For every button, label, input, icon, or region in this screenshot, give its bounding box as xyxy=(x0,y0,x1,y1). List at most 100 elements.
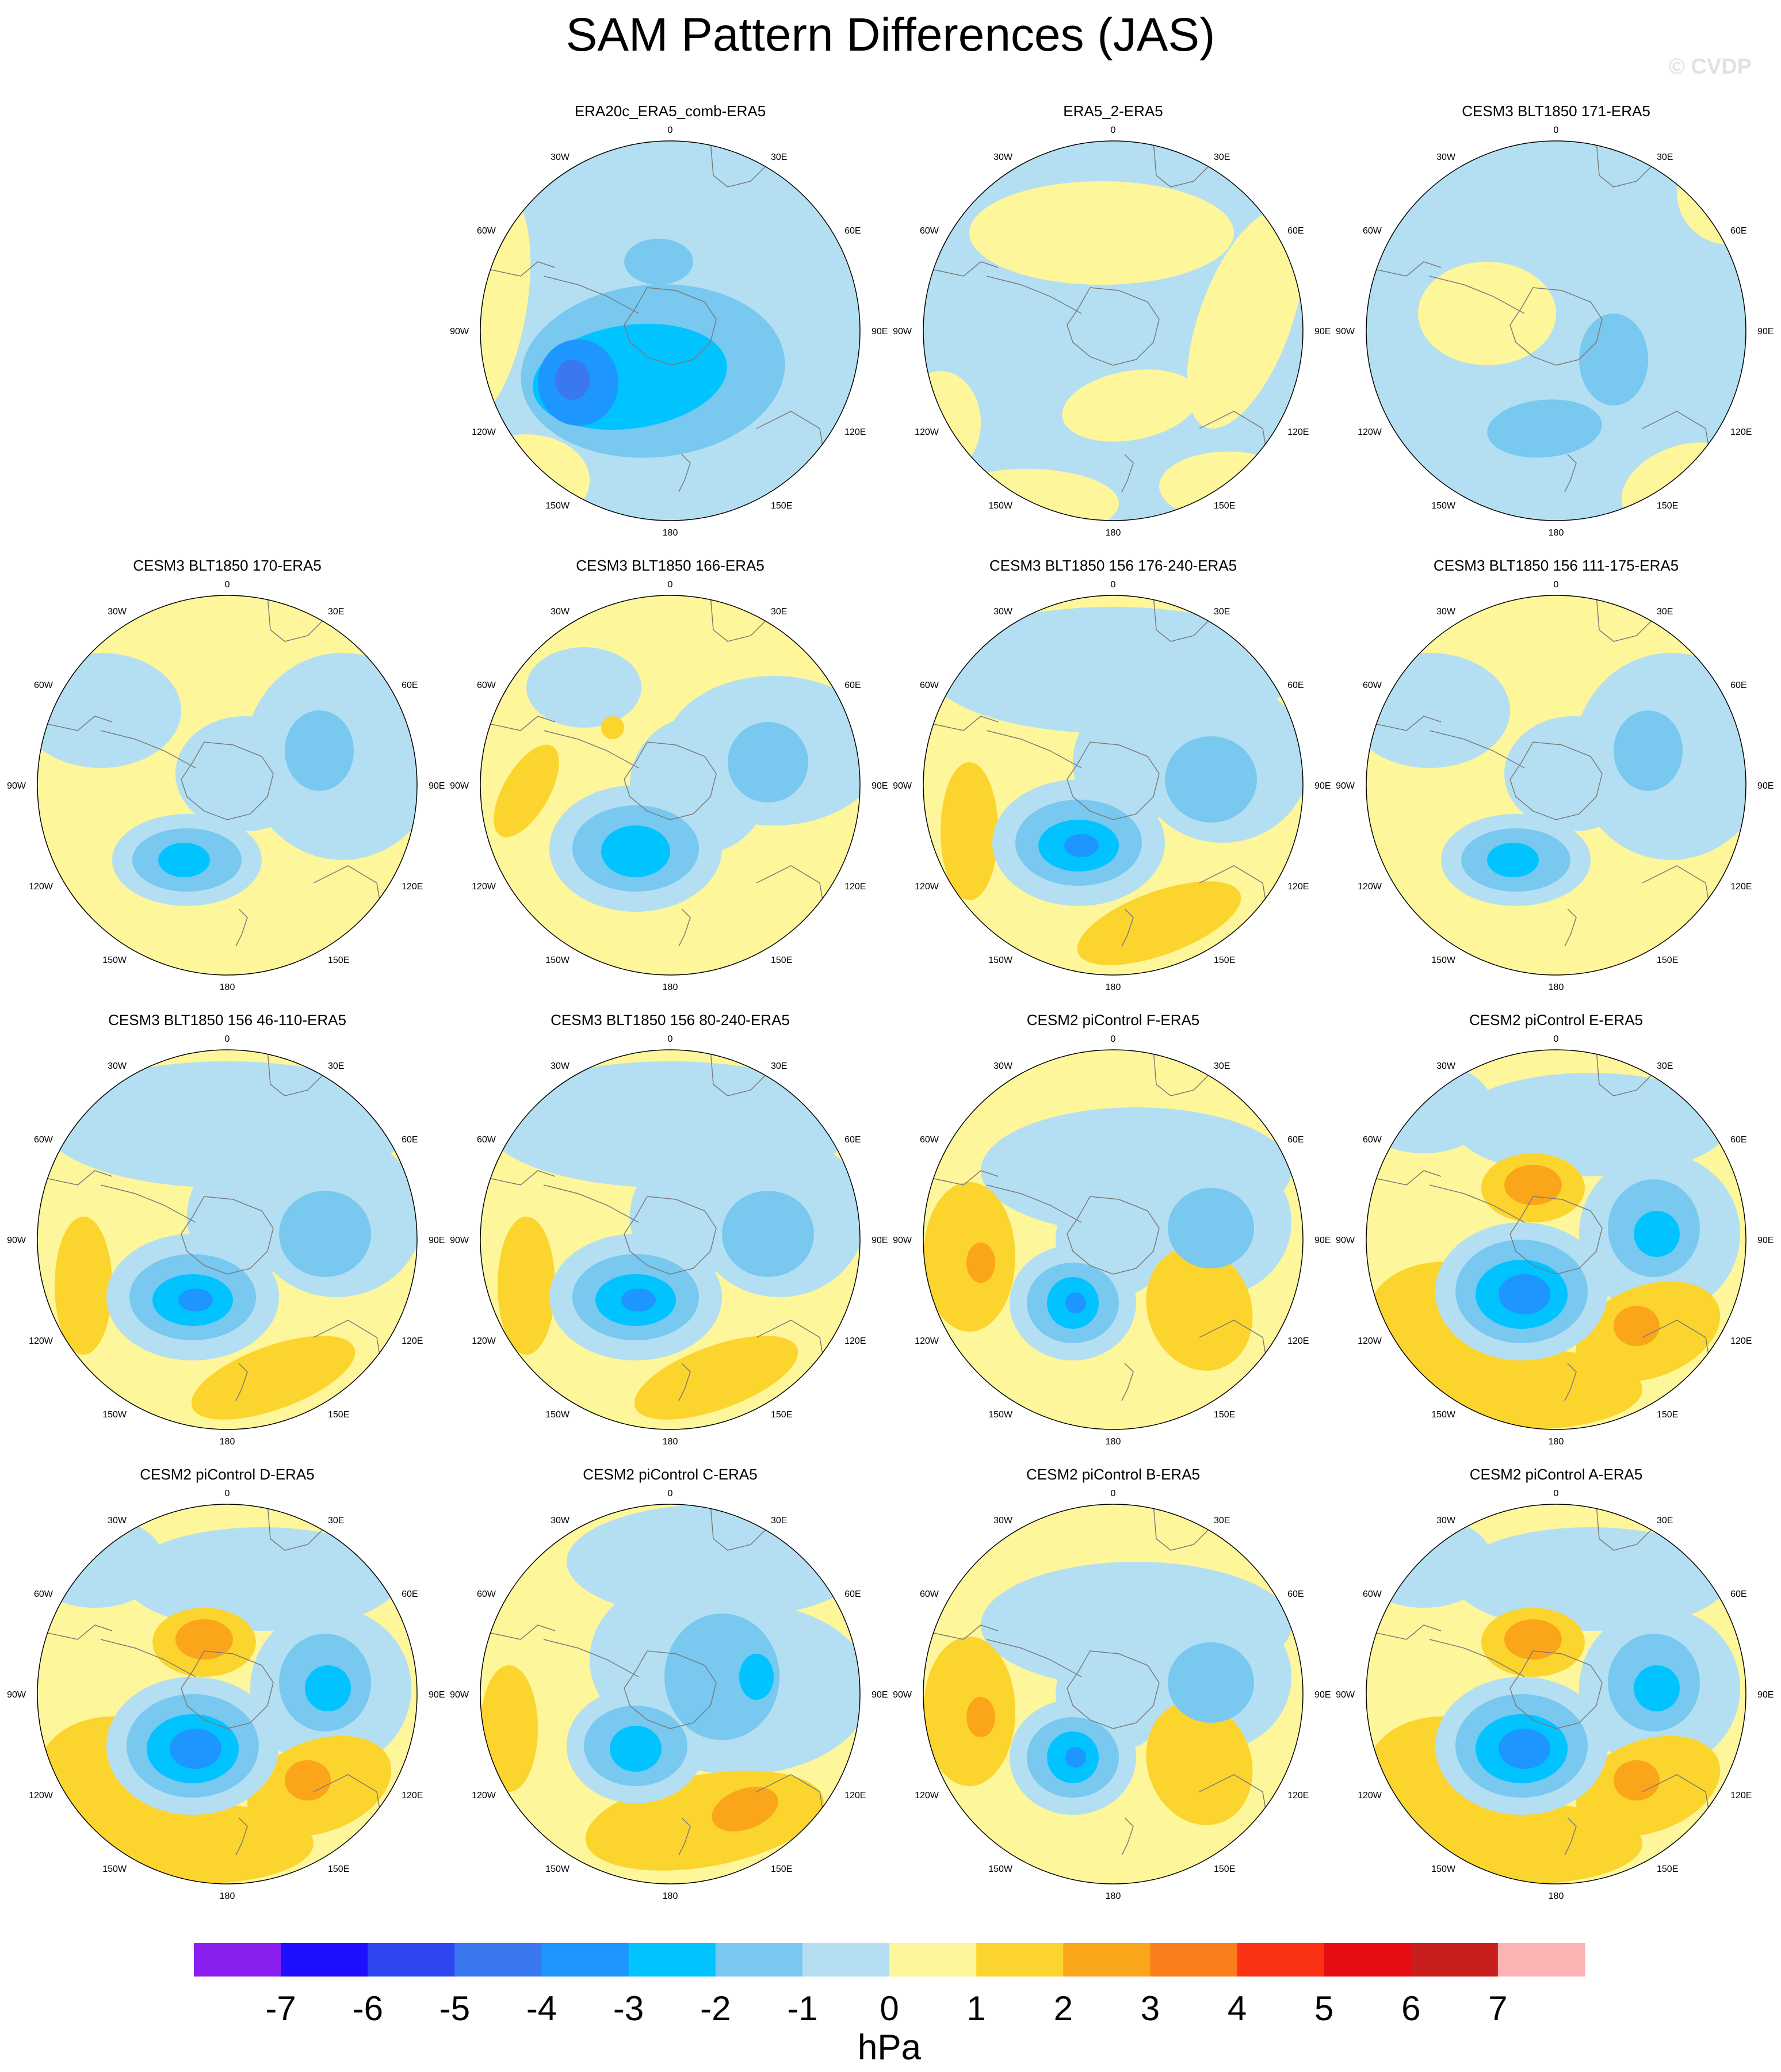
longitude-label: 60E xyxy=(844,1135,861,1145)
map-panel: ERA5_2-ERA5 0 30E 60E 90E 120E 150E 180 150W 120W… xyxy=(893,102,1331,538)
longitude-label: 180 xyxy=(220,1891,235,1901)
longitude-label: 90E xyxy=(1314,1690,1331,1700)
longitude-label: 90W xyxy=(450,1236,469,1245)
longitude-label: 90W xyxy=(1336,327,1355,337)
longitude-label: 120W xyxy=(29,882,53,892)
map-panel: CESM2 piControl B-ERA5 0 30E 60E 90E 120E 150E… xyxy=(893,1466,1331,1901)
longitude-label: 150W xyxy=(1431,1410,1456,1420)
colorbar-label: 0 xyxy=(880,1989,899,2028)
colorbar-label: 3 xyxy=(1141,1989,1160,2028)
longitude-label: 0 xyxy=(225,1034,230,1044)
longitude-label: 60W xyxy=(34,681,53,690)
longitude-label: 120W xyxy=(472,882,496,892)
longitude-label: 30W xyxy=(551,1061,570,1071)
longitude-label: 60W xyxy=(920,226,939,236)
antarctica-coastline xyxy=(624,1196,717,1275)
map-border xyxy=(923,1049,1304,1430)
antarctica-coastline xyxy=(1067,741,1160,820)
longitude-label: 30E xyxy=(328,607,344,617)
longitude-label: 180 xyxy=(220,1437,235,1447)
longitude-label: 180 xyxy=(1106,1891,1121,1901)
longitude-label: 90E xyxy=(429,781,445,791)
map-panel: CESM2 piControl F-ERA5 0 30E 60E 90E 120E 150E… xyxy=(893,1011,1331,1447)
colorbar-label: -2 xyxy=(700,1989,731,2028)
longitude-label: 180 xyxy=(1106,528,1121,538)
panel-title: CESM2 piControl B-ERA5 xyxy=(1026,1466,1200,1483)
longitude-label: 90E xyxy=(429,1690,445,1700)
longitude-label: 150E xyxy=(1657,1864,1678,1874)
map-field xyxy=(923,595,1303,975)
longitude-label: 180 xyxy=(1549,528,1564,538)
longitude-label: 150W xyxy=(988,1410,1013,1420)
map-field xyxy=(37,1050,417,1429)
map-border xyxy=(480,1504,861,1884)
longitude-label: 60E xyxy=(844,681,861,690)
map-field xyxy=(1366,595,1746,975)
longitude-label: 120W xyxy=(1358,427,1382,437)
longitude-label: 0 xyxy=(668,580,673,590)
longitude-label: 0 xyxy=(1111,1489,1116,1498)
longitude-label: 150W xyxy=(102,1864,127,1874)
antarctica-coastline xyxy=(624,1650,717,1729)
map-field xyxy=(1366,1050,1746,1429)
longitude-label: 60E xyxy=(1730,1135,1746,1145)
colorbar-label: -7 xyxy=(265,1989,296,2028)
longitude-label: 90W xyxy=(1336,1690,1355,1700)
map-border xyxy=(480,140,861,521)
panel-title: CESM2 piControl F-ERA5 xyxy=(1027,1011,1200,1029)
longitude-label: 30E xyxy=(1214,607,1230,617)
longitude-label: 0 xyxy=(1111,1034,1116,1044)
longitude-label: 30W xyxy=(993,152,1013,162)
longitude-label: 180 xyxy=(1106,1437,1121,1447)
panel-title: CESM3 BLT1850 166-ERA5 xyxy=(576,557,765,574)
panel-title: CESM2 piControl E-ERA5 xyxy=(1469,1011,1643,1029)
longitude-label: 90E xyxy=(1757,327,1774,337)
map-panel: ERA20c_ERA5_comb-ERA5 0 30E 60E 90E 120E 150E 1… xyxy=(450,102,888,538)
longitude-label: 120E xyxy=(402,882,423,892)
longitude-label: 30W xyxy=(108,1516,127,1526)
longitude-label: 30W xyxy=(993,1516,1013,1526)
longitude-label: 150W xyxy=(102,955,127,965)
longitude-label: 90W xyxy=(7,1236,26,1245)
longitude-label: 180 xyxy=(663,983,678,992)
map-border xyxy=(1366,1049,1746,1430)
colorbar-label: 4 xyxy=(1228,1989,1247,2028)
longitude-label: 60W xyxy=(1363,226,1382,236)
longitude-label: 90W xyxy=(893,1236,912,1245)
longitude-label: 120E xyxy=(1287,1791,1309,1800)
longitude-label: 90E xyxy=(872,327,888,337)
antarctica-coastline xyxy=(1067,287,1160,366)
longitude-label: 150E xyxy=(771,1864,792,1874)
map-panel: CESM3 BLT1850 156 111-175-ERA5 0 30E 60E 90E… xyxy=(1336,557,1774,992)
map-border xyxy=(37,595,418,976)
longitude-label: 60W xyxy=(1363,1135,1382,1145)
map-border xyxy=(1366,1504,1746,1884)
longitude-label: 120W xyxy=(472,1336,496,1346)
longitude-label: 150E xyxy=(1657,1410,1678,1420)
antarctica-coastline xyxy=(181,741,274,820)
longitude-label: 120E xyxy=(1730,882,1752,892)
longitude-label: 60W xyxy=(477,1589,496,1599)
colorbar-label: 1 xyxy=(966,1989,985,2028)
longitude-label: 150E xyxy=(1657,955,1678,965)
longitude-label: 120E xyxy=(844,882,866,892)
map-panel: CESM3 BLT1850 156 80-240-ERA5 0 30E 60E 90E 1… xyxy=(450,1011,888,1447)
map-field xyxy=(480,1504,860,1884)
map-panel: CESM3 BLT1850 171-ERA5 0 30E 60E 90E 120E 150E… xyxy=(1336,102,1774,538)
longitude-label: 0 xyxy=(225,1489,230,1498)
longitude-label: 0 xyxy=(225,580,230,590)
longitude-label: 60W xyxy=(1363,1589,1382,1599)
longitude-label: 90E xyxy=(872,1236,888,1245)
longitude-label: 120E xyxy=(1287,882,1309,892)
longitude-label: 90W xyxy=(1336,781,1355,791)
longitude-label: 30E xyxy=(1657,152,1673,162)
longitude-label: 30W xyxy=(551,607,570,617)
colorbar-swatch xyxy=(715,1943,803,1977)
longitude-label: 60E xyxy=(844,226,861,236)
antarctica-coastline xyxy=(1509,1650,1603,1729)
longitude-label: 180 xyxy=(220,983,235,992)
colorbar-swatch xyxy=(1063,1943,1151,1977)
longitude-label: 120W xyxy=(915,427,939,437)
longitude-label: 150W xyxy=(988,1864,1013,1874)
longitude-label: 180 xyxy=(1549,1891,1564,1901)
